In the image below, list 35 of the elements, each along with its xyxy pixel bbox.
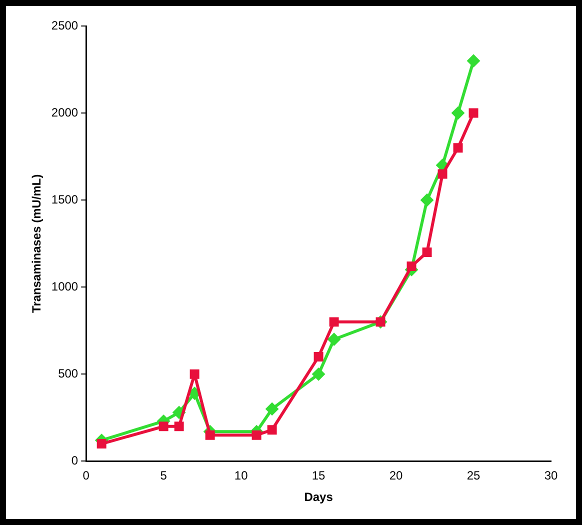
x-tick-label: 5 — [160, 468, 168, 483]
y-tick-label: 1000 — [51, 279, 78, 294]
point — [96, 439, 106, 449]
point — [467, 54, 480, 68]
point — [205, 430, 215, 440]
point — [329, 317, 339, 327]
y-tick-label: 0 — [71, 454, 78, 468]
point — [420, 194, 434, 207]
point — [422, 248, 432, 258]
point — [174, 422, 184, 432]
y-tick-label: 1500 — [51, 192, 78, 206]
point — [452, 106, 465, 120]
x-tick-label: 10 — [234, 468, 248, 483]
y-tick-label: 2500 — [51, 18, 78, 32]
x-tick-label: 15 — [312, 468, 326, 483]
x-tick-label: 0 — [82, 468, 90, 483]
point — [158, 422, 168, 432]
point — [328, 332, 341, 346]
y-tick-label: 500 — [58, 366, 78, 380]
y-tick-label: 2000 — [51, 105, 78, 120]
point — [267, 425, 277, 435]
point — [453, 143, 463, 153]
point — [314, 352, 324, 362]
y-axis-title: Transaminases (mU/mL) — [30, 174, 44, 313]
point — [252, 430, 262, 440]
point — [312, 368, 326, 381]
point — [406, 261, 416, 271]
point — [266, 402, 279, 416]
x-axis-title: Days — [304, 490, 334, 504]
point — [190, 369, 200, 379]
x-tick-label: 25 — [466, 468, 481, 483]
x-tick-label: 30 — [544, 468, 558, 483]
point — [468, 108, 478, 118]
point — [438, 169, 448, 179]
x-tick-label: 20 — [389, 468, 404, 483]
